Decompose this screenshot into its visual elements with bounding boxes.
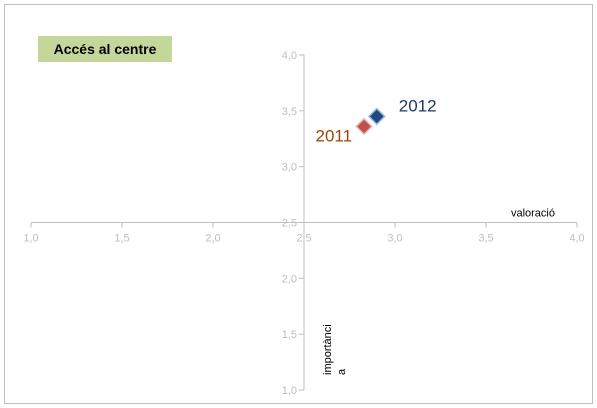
data-label-2011: 2011	[315, 126, 352, 145]
x-tick-label: 2,0	[205, 233, 220, 245]
y-tick-label: 1,5	[282, 329, 297, 341]
x-tick-label: 2,5	[296, 233, 311, 245]
y-tick-label: 3,0	[282, 162, 297, 174]
x-tick-label: 1,0	[23, 233, 38, 245]
data-point-2012	[367, 107, 386, 126]
y-tick-label: 1,0	[282, 385, 297, 397]
y-tick-label: 2,0	[282, 273, 297, 285]
data-point-2011	[355, 117, 373, 136]
chart-title: Accés al centre	[38, 36, 172, 62]
x-axis-label: valoració	[511, 208, 555, 220]
data-label-2012: 2012	[399, 96, 437, 115]
x-tick-label: 4,0	[569, 233, 584, 245]
y-tick-label: 3,5	[282, 106, 297, 118]
y-axis-label-line1: importànci	[322, 324, 334, 375]
x-tick-label: 3,5	[478, 233, 493, 245]
x-tick-label: 3,0	[387, 233, 402, 245]
y-axis-label: importànci a	[322, 324, 348, 375]
x-tick-label: 1,5	[114, 233, 129, 245]
y-tick-label: 4,0	[282, 50, 297, 62]
data-points: 2011 2012	[315, 96, 436, 145]
ticks: 1,0 1,5 2,0 2,5 3,0 3,5 4,0 1,0 1,5 2,0 2,5 3,0 3,5 4…	[23, 50, 584, 397]
chart-frame	[4, 4, 593, 404]
y-tick-label: 2,5	[282, 218, 297, 230]
y-axis-label-line2: a	[336, 368, 348, 375]
